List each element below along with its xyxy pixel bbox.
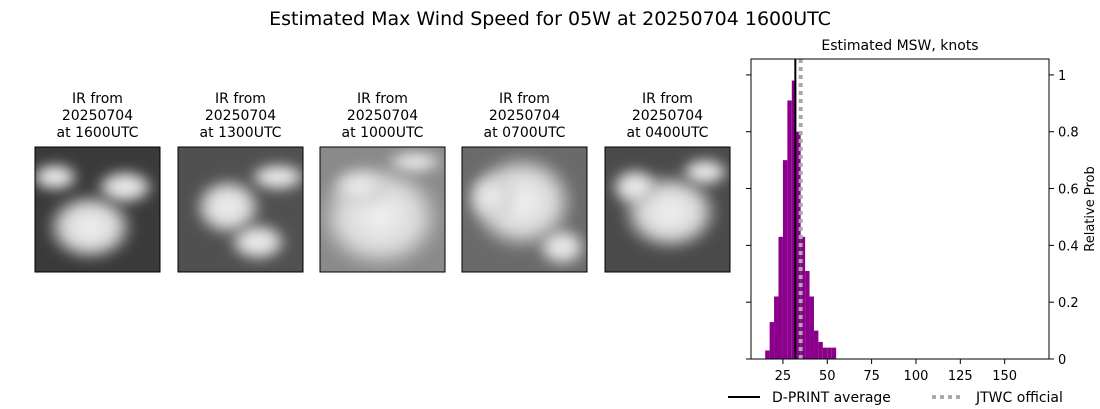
panel-title: 20250704	[632, 108, 703, 124]
ir-panel	[319, 146, 446, 273]
bar	[813, 330, 819, 359]
y-tick-label: 0.2	[1058, 296, 1079, 311]
bar	[809, 296, 814, 359]
plot-frame	[750, 58, 1050, 360]
y-tick-label: 0.4	[1058, 239, 1079, 254]
x-tick-label: 75	[863, 369, 880, 384]
panel-title: 20250704	[489, 108, 560, 124]
panel-title: 20250704	[347, 108, 418, 124]
bar	[800, 236, 806, 359]
ir-frame	[34, 146, 161, 273]
ir-frame	[319, 146, 446, 273]
legend-label: D-PRINT average	[772, 390, 891, 406]
ir-clouds	[320, 150, 445, 272]
x-tick-label: 25	[775, 369, 792, 384]
bar	[782, 160, 788, 359]
panel-title: 20250704	[205, 108, 276, 124]
bar	[796, 131, 801, 359]
y-tick-label: 0.6	[1058, 183, 1079, 198]
cloud	[248, 162, 303, 192]
bar	[769, 322, 775, 359]
ir-panel	[461, 146, 588, 273]
panel-title: IR from	[357, 91, 408, 107]
cloud	[193, 177, 263, 237]
panel-title: 20250704	[62, 108, 133, 124]
y-tick-label: 0	[1058, 353, 1066, 368]
y-tick-label: 1	[1058, 69, 1066, 84]
bar	[765, 350, 770, 359]
y-tick-label: 0.8	[1058, 126, 1079, 141]
cloud	[45, 192, 135, 262]
cloud	[228, 222, 288, 262]
bar	[805, 270, 810, 359]
panel-title: at 1300UTC	[200, 125, 282, 141]
panel-title: IR from	[499, 91, 550, 107]
chart-title: Estimated MSW, knots	[821, 38, 978, 54]
x-tick-label: 100	[904, 369, 929, 384]
panel-title: at 0400UTC	[627, 125, 709, 141]
ir-panel	[177, 146, 304, 273]
cloud	[385, 150, 445, 174]
x-tick-label: 125	[948, 369, 973, 384]
bar	[822, 347, 828, 359]
ir-frame	[177, 146, 304, 273]
cloud	[330, 167, 390, 207]
y-axis-label: Relative Prob	[1083, 166, 1098, 251]
cloud	[610, 167, 660, 207]
cloud	[537, 227, 587, 267]
cloud	[680, 157, 730, 187]
ir-clouds	[610, 157, 730, 252]
bar	[818, 341, 823, 359]
panel-title: at 0700UTC	[484, 125, 566, 141]
ir-clouds	[467, 152, 587, 267]
bar	[791, 80, 797, 359]
bar	[774, 296, 779, 359]
ir-panel	[604, 146, 731, 273]
panel-title: IR from	[215, 91, 266, 107]
cloud	[467, 172, 517, 222]
bar	[778, 236, 783, 359]
figure-title: Estimated Max Wind Speed for 05W at 2025…	[269, 8, 831, 30]
bar	[831, 347, 837, 359]
x-tick-label: 50	[819, 369, 836, 384]
cloud	[95, 169, 155, 205]
ir-clouds	[193, 162, 303, 262]
panel-title: IR from	[72, 91, 123, 107]
x-tick-label: 150	[992, 369, 1017, 384]
cloud	[35, 162, 80, 192]
bar	[827, 347, 832, 359]
legend-label: JTWC official	[975, 390, 1063, 406]
panel-title: at 1000UTC	[342, 125, 424, 141]
ir-panel	[34, 146, 161, 273]
panel-title: at 1600UTC	[57, 125, 139, 141]
ir-clouds	[35, 162, 155, 262]
ir-frame	[604, 146, 731, 273]
panel-title: IR from	[642, 91, 693, 107]
bar	[787, 100, 792, 360]
ir-frame	[461, 146, 588, 273]
